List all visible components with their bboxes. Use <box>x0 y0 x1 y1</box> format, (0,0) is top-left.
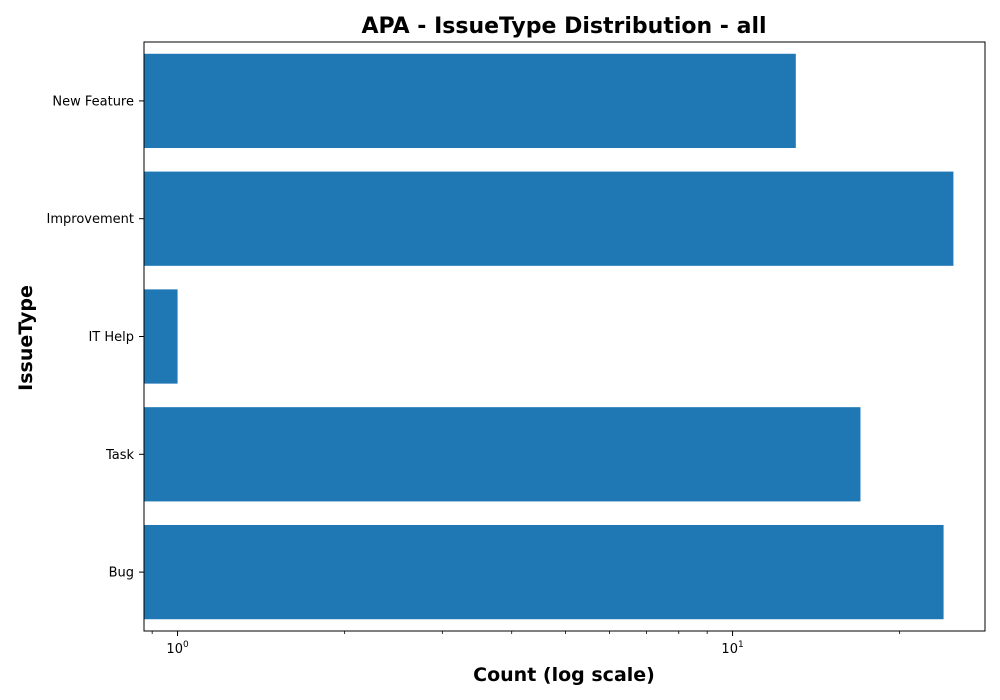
y-tick-label-bug: Bug <box>109 566 134 581</box>
bar-bug <box>144 524 944 620</box>
x-tick-label: 101 <box>721 640 743 657</box>
y-tick-label-it-help: IT Help <box>88 330 134 345</box>
bar-improvement <box>144 171 954 266</box>
x-axis-label: Count (log scale) <box>473 664 655 686</box>
bars-layer <box>144 53 954 620</box>
y-tick-label-task: Task <box>105 448 135 463</box>
y-tick-label-improvement: Improvement <box>47 212 134 227</box>
y-axis-label: IssueType <box>15 285 37 391</box>
bar-new-feature <box>144 53 796 149</box>
plot-frame <box>143 41 986 632</box>
y-tick-label-new-feature: New Feature <box>52 94 134 109</box>
chart-title: APA - IssueType Distribution - all <box>361 14 766 39</box>
y-axis-ticks: New Feature Improvement IT Help Task Bug <box>47 94 144 581</box>
bar-task <box>144 407 861 502</box>
x-tick-label: 100 <box>166 640 189 657</box>
x-axis-ticks: 100 101 <box>151 631 901 657</box>
bar-it-help <box>144 289 178 384</box>
